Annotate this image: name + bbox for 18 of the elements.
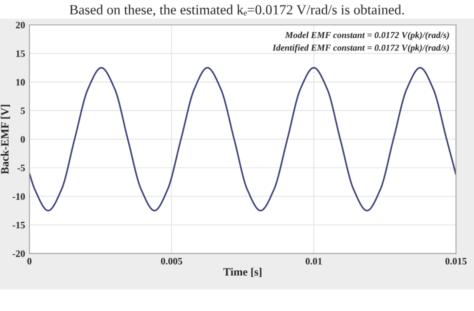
y-tick-label: 15 [16, 50, 25, 57]
y-axis-title: Back-EMF [V] [0, 104, 10, 174]
x-axis-title: Time [s] [223, 268, 262, 278]
text: Based on these, the estimated kₑ=0.0172 V/rad/s is obtained. [70, 4, 404, 16]
x-tick-label: 0.015 [445, 258, 467, 265]
annotation: Model EMF constant = 0.0172 V(pk)/(rad/s) [284, 32, 450, 40]
x-tick-label: 0.005 [161, 258, 182, 265]
x-tick-label: 0 [27, 258, 32, 264]
y-tick-label: 0 [20, 136, 25, 143]
y-tick-label: 5 [20, 108, 25, 114]
y-tick-label: -20 [12, 250, 25, 257]
x-tick-label: 0.01 [306, 258, 322, 265]
y-tick-label: -15 [12, 222, 25, 228]
y-tick-label: 20 [16, 22, 25, 28]
y-tick-label: -10 [12, 193, 25, 200]
annotation: Identified EMF constant = 0.0172 V(pk)/(rad/s) [272, 44, 450, 53]
y-tick-label: 10 [16, 78, 25, 86]
y-tick-label: -5 [17, 164, 25, 172]
